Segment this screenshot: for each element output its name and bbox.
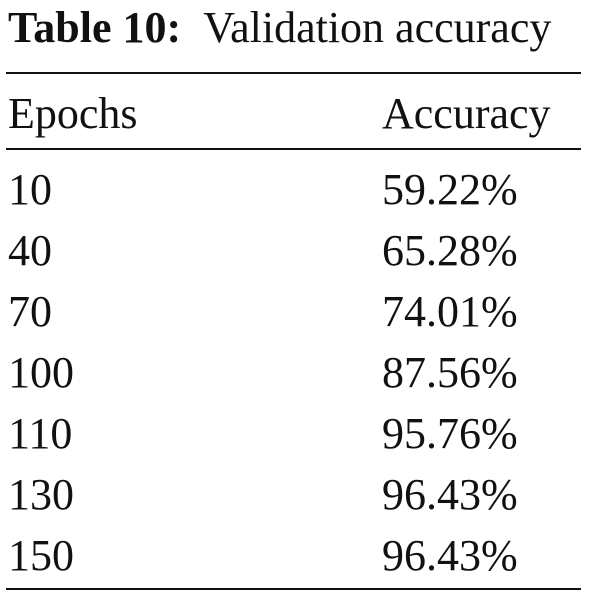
epochs-cell: 40: [8, 226, 52, 275]
table-label: Table 10:: [8, 3, 182, 52]
accuracy-cell: 59.22%: [382, 165, 518, 214]
epochs-cell: 10: [8, 165, 52, 214]
column-header-accuracy: Accuracy: [382, 89, 551, 138]
epochs-cell: 100: [8, 348, 74, 397]
header-rule: [6, 148, 581, 150]
bottom-rule: [6, 588, 581, 590]
accuracy-cell: 95.76%: [382, 409, 518, 458]
accuracy-cell: 65.28%: [382, 226, 518, 275]
table-caption: Table 10: Validation accuracy: [8, 2, 551, 54]
epochs-cell: 130: [8, 470, 74, 519]
accuracy-cell: 87.56%: [382, 348, 518, 397]
epochs-cell: 70: [8, 287, 52, 336]
accuracy-cell: 96.43%: [382, 470, 518, 519]
accuracy-cell: 96.43%: [382, 531, 518, 580]
top-rule: [6, 72, 581, 74]
epochs-cell: 150: [8, 531, 74, 580]
epochs-cell: 110: [8, 409, 73, 458]
table-title: Validation accuracy: [203, 3, 552, 52]
accuracy-cell: 74.01%: [382, 287, 518, 336]
column-header-epochs: Epochs: [8, 89, 138, 138]
